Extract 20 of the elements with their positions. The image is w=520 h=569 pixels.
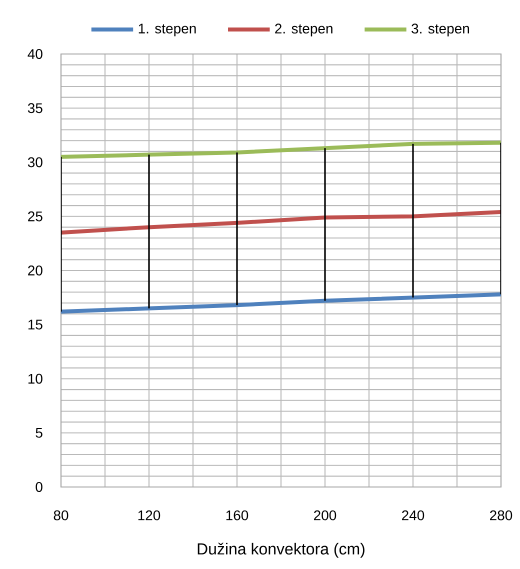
y-tick-label: 20: [28, 266, 42, 276]
y-tick-label: 35: [28, 103, 42, 114]
x-axis-title: Dužina konvektora (cm): [198, 542, 364, 558]
x-tick-label: 80: [54, 510, 68, 520]
y-tick-label: 5: [36, 428, 42, 438]
x-tick-label: 160: [226, 510, 248, 520]
y-tick-label: 30: [28, 157, 42, 168]
y-tick-label: 0: [36, 482, 42, 492]
x-tick-label: 200: [314, 510, 336, 520]
legend-label: 1. stepen: [138, 24, 196, 36]
y-tick-label: 40: [28, 49, 42, 59]
x-tick-label: 120: [138, 510, 160, 520]
x-tick-label: 280: [490, 510, 512, 520]
legend-label: 2. stepen: [275, 24, 332, 36]
line-series: [60, 210, 501, 235]
legend-label: 3. stepen: [412, 24, 470, 36]
y-tick-label: 25: [28, 211, 42, 222]
x-tick-label: 240: [402, 510, 424, 520]
y-tick-label: 15: [28, 320, 42, 330]
y-tick-label: 10: [28, 374, 42, 384]
